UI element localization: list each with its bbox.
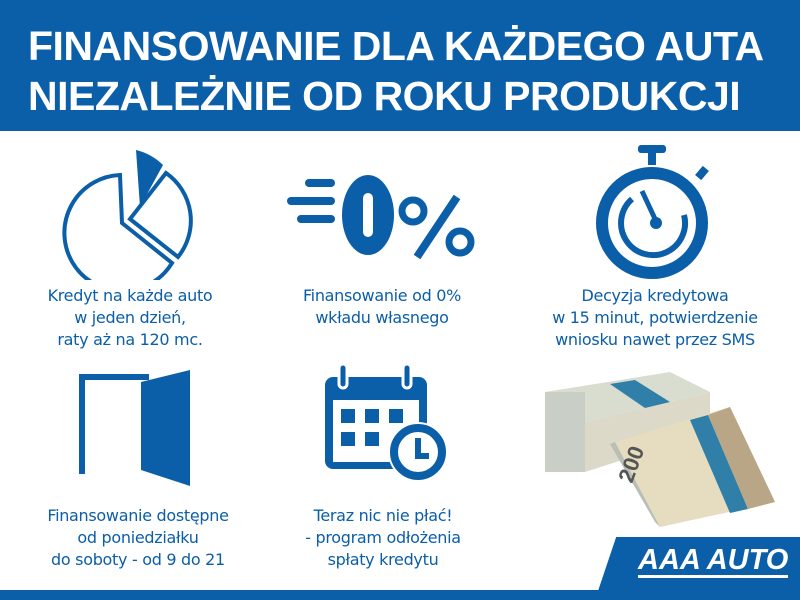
feature-caption-deferral: Teraz nic nie płać! - program odłożenia … [233, 505, 533, 571]
caption-line: wkładu własnego [315, 308, 449, 327]
pie-chart-icon [62, 150, 193, 280]
headline-line-2: NIEZALEŻNIE OD ROKU PRODUKCJI [28, 73, 741, 119]
caption-line: wniosku nawet przez SMS [555, 330, 755, 349]
stopwatch-icon [596, 145, 709, 279]
caption-line: raty aż na 120 mc. [57, 330, 203, 349]
caption-line: Kredyt na każde auto [47, 286, 213, 305]
caption-line: w jeden dzień, [74, 308, 186, 327]
headline-line-1: FINANSOWANIE DLA KAŻDEGO AUTA [28, 23, 764, 69]
feature-caption-zero-percent: Finansowanie od 0% wkładu własnego [232, 285, 532, 329]
caption-line: do soboty - od 9 do 21 [51, 550, 225, 569]
feature-caption-decision: Decyzja kredytowa w 15 minut, potwierdze… [505, 285, 800, 351]
caption-line: - program odłożenia [305, 528, 461, 547]
caption-line: Finansowanie od 0% [302, 286, 462, 305]
feature-caption-credit: Kredyt na każde auto w jeden dzień, raty… [0, 285, 280, 351]
zero-percent-icon [287, 175, 475, 260]
caption-line: spłaty kredytu [327, 550, 439, 569]
calendar-clock-icon [325, 362, 448, 482]
bottom-bar [0, 590, 800, 600]
logo-text: AAA AUTO [638, 544, 789, 578]
feature-caption-hours: Finansowanie dostępne od poniedziałku do… [0, 505, 288, 571]
banknotes-stack-image: 200 [545, 372, 775, 527]
caption-line: Decyzja kredytowa [581, 286, 729, 305]
aaa-auto-logo: AAA AUTO [598, 537, 800, 591]
open-door-icon [79, 370, 190, 486]
caption-line: Teraz nic nie płać! [313, 506, 453, 525]
caption-line: Finansowanie dostępne [47, 506, 229, 525]
header-banner: FINANSOWANIE DLA KAŻDEGO AUTA NIEZALEŻNI… [0, 0, 800, 131]
caption-line: w 15 minut, potwierdzenie [552, 308, 758, 327]
caption-line: od poniedziałku [77, 528, 199, 547]
